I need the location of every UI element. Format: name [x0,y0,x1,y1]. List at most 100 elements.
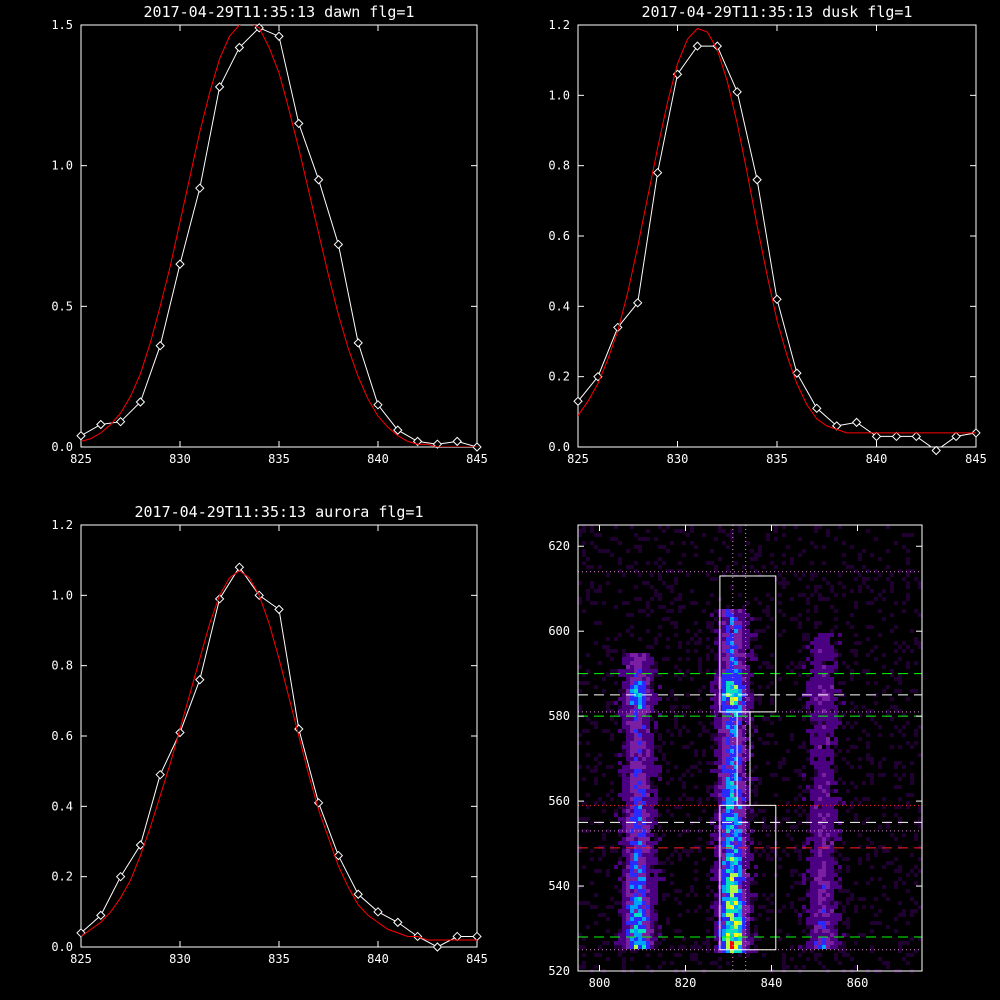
spectrogram-cell [714,945,718,949]
spectrogram-cell [742,885,746,889]
spectrogram-cell [726,757,730,761]
spectrogram-cell [902,609,906,613]
spectrogram-cell [822,929,826,933]
spectrogram-cell [726,873,730,877]
spectrogram-cell [826,641,830,645]
spectrogram-cell [618,909,622,913]
spectrogram-cell [850,957,854,961]
spectrogram-cell [642,893,646,897]
spectrogram-cell [890,585,894,589]
spectrogram-cell [726,661,730,665]
spectrogram-cell [730,685,734,689]
spectrogram-cell [630,677,634,681]
spectrogram-cell [650,933,654,937]
spectrogram-cell [914,881,918,885]
spectrogram-cell [830,853,834,857]
aurora-y-tick-label: 0.4 [51,799,73,813]
spectrogram-cell [598,857,602,861]
spectrogram-cell [882,773,886,777]
spectrogram-cell [790,557,794,561]
spectrogram-cell [662,961,666,965]
spectrogram-cell [830,933,834,937]
spectrogram-cell [826,785,830,789]
spectrogram-cell [822,637,826,641]
spectrogram-cell [866,653,870,657]
spectrogram-cell [894,805,898,809]
dawn-data-point [313,175,324,185]
spectrogram-cell [806,957,810,961]
dusk-data-point [951,431,961,442]
spectrogram-cell [866,745,870,749]
spectrogram-cell [746,857,750,861]
spectrogram-cell [622,785,626,789]
spectrogram-cell [726,769,730,773]
spectrogram-cell [630,685,634,689]
spectrogram-cell [902,713,906,717]
spectrogram-cell [722,861,726,865]
spectrogram-cell [890,573,894,577]
spectrogram-cell [630,737,634,741]
spectrogram-cell [746,657,750,661]
spectrogram-cell [666,569,670,573]
spectrogram-cell [626,809,630,813]
spectrogram-cell [866,857,870,861]
spectrogram-cell [630,865,634,869]
spectrogram-cell [754,785,758,789]
spectrogram-cell [746,885,750,889]
spectrogram-cell [798,853,802,857]
spectrogram-cell [798,953,802,957]
spectrogram-cell [714,833,718,837]
spectrogram-cell [818,621,822,625]
spectrogram-cell [758,777,762,781]
spectrogram-cell [686,849,690,853]
spectrogram-cell [862,565,866,569]
spectrogram-cell [734,793,738,797]
spectrogram-cell [810,729,814,733]
spectrogram-cell [614,809,618,813]
spectrogram-cell [834,901,838,905]
spectrogram-cell [814,773,818,777]
spectrogram-cell [862,581,866,585]
spectrogram-cell [722,893,726,897]
spectrogram-cell [634,717,638,721]
spectrogram-cell [746,829,750,833]
spectrogram-cell [662,605,666,609]
spectrogram-cell [714,697,718,701]
spectrogram-cell [830,941,834,945]
spectrogram-cell [694,601,698,605]
spectrogram-cell [770,733,774,737]
spectrogram-cell [810,749,814,753]
spectrogram-cell [770,681,774,685]
spectrogram-cell [714,733,718,737]
spectrogram-cell [814,921,818,925]
dusk-data-point [652,167,663,178]
spectrogram-cell [818,925,822,929]
spectrogram-cell [890,861,894,865]
spectrogram-cell [874,721,878,725]
spectrogram-cell [726,893,730,897]
spectrogram-cell [734,921,738,925]
spectrogram-cell [634,661,638,665]
spectrogram-cell [794,845,798,849]
spectrogram-cell [742,853,746,857]
spectrogram-cell [630,773,634,777]
spectrogram-cell [806,713,810,717]
spectrogram-cell [598,621,602,625]
spectrogram-cell [742,621,746,625]
spectrogram-cell [622,661,626,665]
spectrogram-cell [690,765,694,769]
spectrogram-cell [726,737,730,741]
spectrogram-cell [906,581,910,585]
spectrogram-cell [894,649,898,653]
spectrogram-cell [822,829,826,833]
spectrogram-cell [838,797,842,801]
spectrogram-cell [646,685,650,689]
spectrogram-cell [654,745,658,749]
spectrogram-cell [634,721,638,725]
spectrogram-cell [734,681,738,685]
spectrogram-cell [730,817,734,821]
spectrogram-cell [762,717,766,721]
spectrogram-cell [826,645,830,649]
spectrogram-cell [814,701,818,705]
spectrogram-cell [822,841,826,845]
